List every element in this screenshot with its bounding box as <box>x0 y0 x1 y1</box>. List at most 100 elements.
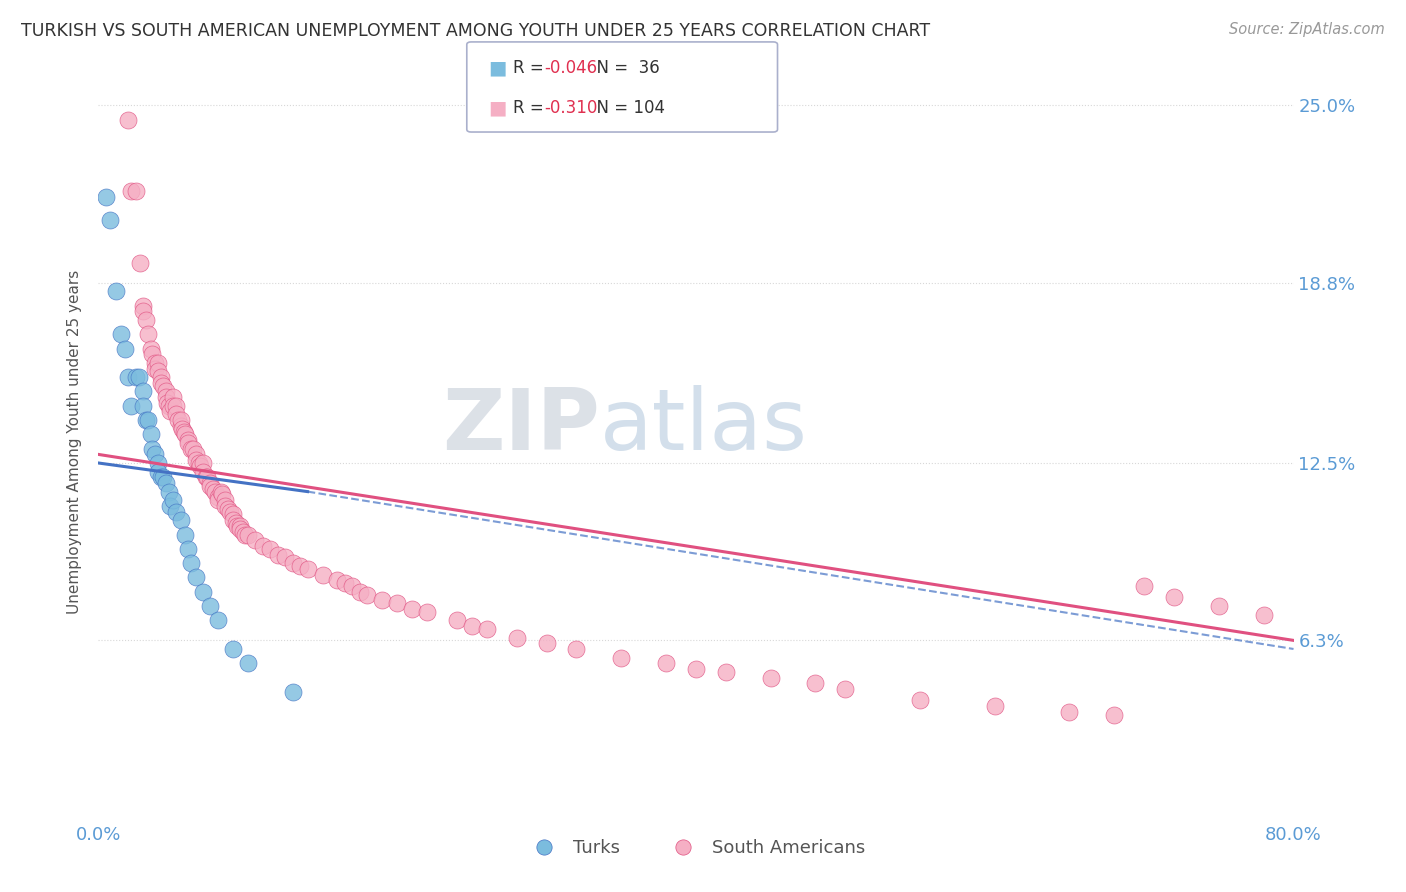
Point <box>155 384 177 399</box>
Point <box>759 671 782 685</box>
Point <box>281 556 304 570</box>
Text: N = 104: N = 104 <box>586 99 665 117</box>
Text: R =: R = <box>513 99 550 117</box>
Text: -0.046: -0.046 <box>544 60 598 78</box>
Legend: Turks, South Americans: Turks, South Americans <box>519 832 873 864</box>
Point <box>211 487 233 501</box>
Point <box>685 662 707 676</box>
Point <box>461 619 484 633</box>
Point <box>229 522 252 536</box>
Point <box>141 347 163 361</box>
Point <box>150 370 173 384</box>
Point <box>132 399 155 413</box>
Point <box>129 256 152 270</box>
Point <box>132 304 155 318</box>
Point <box>232 524 254 539</box>
Point <box>226 519 249 533</box>
Point <box>195 470 218 484</box>
Point <box>143 361 166 376</box>
Point <box>209 484 232 499</box>
Point <box>214 499 236 513</box>
Point <box>655 657 678 671</box>
Point <box>152 378 174 392</box>
Point <box>180 556 202 570</box>
Point <box>297 562 319 576</box>
Point <box>135 413 157 427</box>
Point <box>166 413 188 427</box>
Point <box>135 313 157 327</box>
Point <box>177 541 200 556</box>
Text: ■: ■ <box>488 99 506 118</box>
Point <box>155 390 177 404</box>
Point <box>128 370 150 384</box>
Point <box>908 693 931 707</box>
Point <box>714 665 737 679</box>
Text: ZIP: ZIP <box>443 384 600 468</box>
Point <box>174 527 197 541</box>
Point <box>120 184 142 198</box>
Point <box>184 447 207 461</box>
Point <box>162 399 184 413</box>
Point <box>177 436 200 450</box>
Point <box>207 613 229 627</box>
Point <box>162 493 184 508</box>
Point <box>333 576 356 591</box>
Point <box>132 384 155 399</box>
Point <box>156 396 179 410</box>
Point <box>219 505 242 519</box>
Point <box>342 579 364 593</box>
Point <box>139 427 162 442</box>
Point <box>200 476 222 491</box>
Point <box>136 327 159 342</box>
Point <box>139 342 162 356</box>
Point <box>148 465 170 479</box>
Point <box>184 453 207 467</box>
Point <box>225 516 247 530</box>
Point <box>236 657 259 671</box>
Point <box>148 456 170 470</box>
Point <box>475 622 498 636</box>
Point <box>233 527 256 541</box>
Point <box>222 513 245 527</box>
Point <box>141 442 163 456</box>
Point <box>610 650 633 665</box>
Point <box>311 567 333 582</box>
Text: TURKISH VS SOUTH AMERICAN UNEMPLOYMENT AMONG YOUTH UNDER 25 YEARS CORRELATION CH: TURKISH VS SOUTH AMERICAN UNEMPLOYMENT A… <box>21 22 931 40</box>
Point <box>267 548 290 562</box>
Text: R =: R = <box>513 60 550 78</box>
Point <box>222 508 245 522</box>
Point <box>288 559 311 574</box>
Point <box>207 491 229 505</box>
Point <box>245 533 267 548</box>
Point <box>136 413 159 427</box>
Point <box>385 596 409 610</box>
Point <box>125 184 148 198</box>
Point <box>184 570 207 584</box>
Point <box>172 422 194 436</box>
Point <box>157 399 180 413</box>
Point <box>274 550 297 565</box>
Point <box>132 299 155 313</box>
Point <box>371 593 394 607</box>
Point <box>207 493 229 508</box>
Point <box>217 501 239 516</box>
Point <box>1104 707 1126 722</box>
Text: -0.310: -0.310 <box>544 99 598 117</box>
Point <box>117 112 139 127</box>
Point <box>157 484 180 499</box>
Point <box>401 602 423 616</box>
Point <box>416 605 439 619</box>
Point <box>120 399 142 413</box>
Point <box>98 212 122 227</box>
Point <box>214 493 236 508</box>
Point <box>159 404 181 418</box>
Point <box>229 519 252 533</box>
Point <box>165 505 187 519</box>
Point <box>117 370 139 384</box>
Point <box>159 499 181 513</box>
Point <box>1059 705 1081 719</box>
Point <box>326 574 349 588</box>
Point <box>200 599 222 613</box>
Text: N =  36: N = 36 <box>586 60 659 78</box>
Point <box>125 370 148 384</box>
